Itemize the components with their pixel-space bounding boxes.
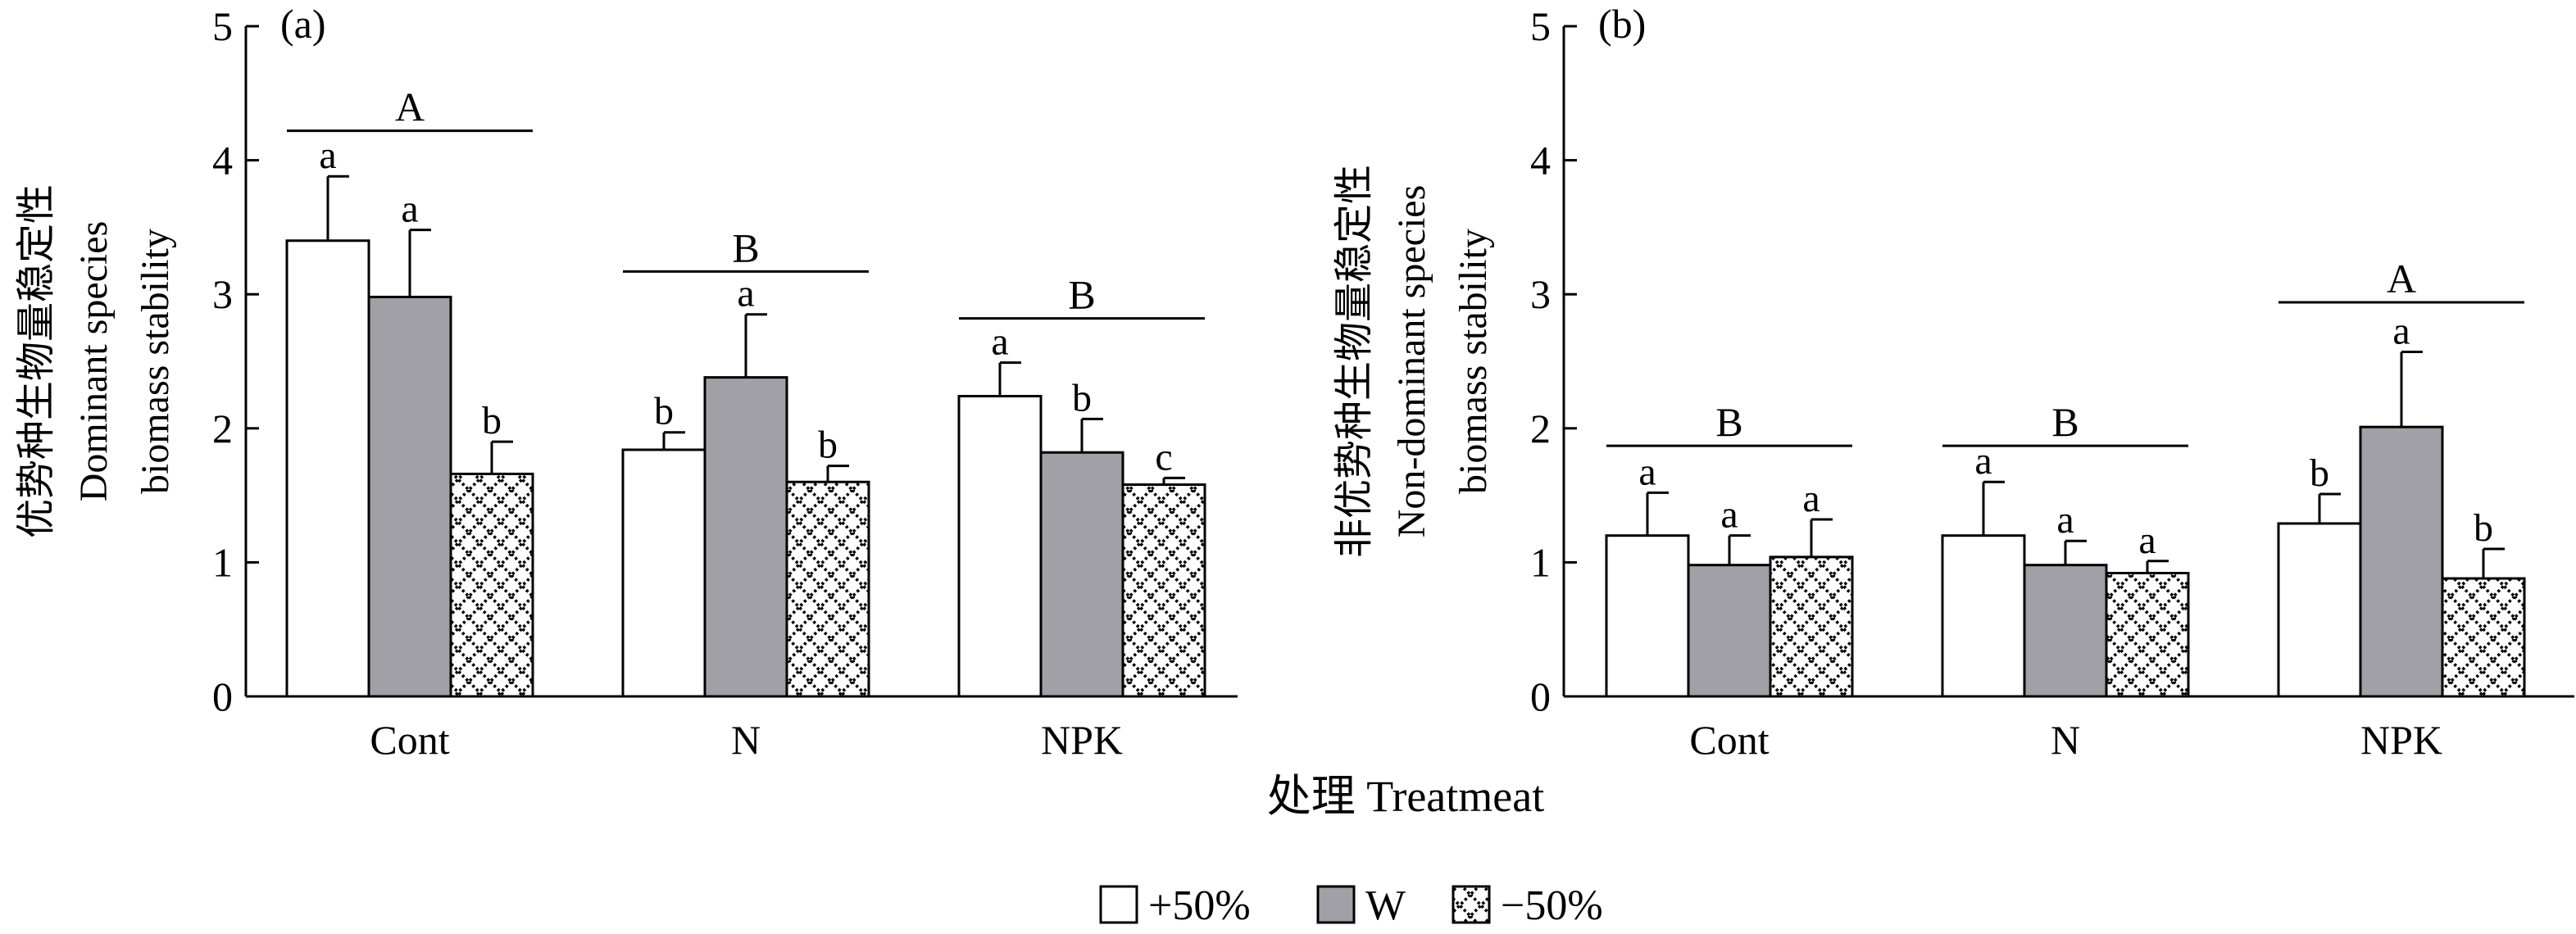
category-label-cont: Cont: [1689, 717, 1769, 763]
y-axis-label-en-line1: Dominant species: [72, 221, 116, 502]
significance-letter: b: [818, 424, 838, 467]
bar-plus50-npk: [957, 395, 1043, 698]
legend-label: W: [1365, 882, 1406, 929]
significance-letter: a: [991, 320, 1008, 364]
significance-letter: a: [1802, 477, 1820, 520]
bar-w-cont: [1687, 564, 1772, 698]
category-label-npk: NPK: [2360, 717, 2442, 763]
significance-letter: a: [2392, 310, 2410, 353]
bar-w-cont: [367, 295, 452, 698]
group-letter: B: [2051, 399, 2079, 445]
significance-letter: a: [1974, 439, 1992, 483]
significance-letter: a: [1638, 450, 1656, 493]
significance-letter: b: [2474, 506, 2493, 550]
y-tick-label: 3: [1530, 271, 1551, 317]
bar-minus50-cont: [449, 472, 534, 698]
x-axis-label: 处理 Treatmeat: [1267, 772, 1544, 821]
y-tick-label: 0: [1530, 673, 1551, 719]
category-label-n: N: [731, 717, 761, 763]
significance-letter: b: [1072, 376, 1092, 419]
significance-letter: b: [482, 399, 502, 442]
y-tick-label: 4: [1530, 138, 1551, 184]
significance-letter: b: [654, 390, 674, 433]
y-tick-label: 5: [1530, 3, 1551, 49]
significance-letter: c: [1155, 435, 1172, 478]
significance-letter: a: [2138, 519, 2156, 562]
y-tick-label: 2: [1530, 406, 1551, 451]
group-letter: B: [732, 224, 759, 270]
bar-plus50-n: [621, 448, 706, 698]
y-tick-label: 4: [212, 138, 233, 184]
group-letter: B: [1715, 399, 1742, 445]
bar-minus50-n: [785, 480, 870, 698]
panel-label: (a): [280, 1, 326, 47]
group-letter: A: [2387, 256, 2416, 302]
bar-plus50-npk: [2277, 522, 2362, 698]
y-axis-label-en-line1: Non-dominant species: [1390, 185, 1433, 538]
significance-letter: a: [401, 188, 418, 231]
legend: +50% W −50%: [1099, 882, 1603, 929]
bar-minus50-cont: [1769, 555, 1854, 698]
bar-minus50-n: [2105, 571, 2190, 698]
y-tick-label: 0: [212, 673, 233, 719]
bar-minus50-npk: [1121, 483, 1206, 698]
y-axis-label-zh: 优势种生物量稳定性: [15, 184, 58, 538]
group-letter: A: [395, 84, 425, 130]
y-tick-label: 1: [1530, 539, 1551, 585]
y-tick-label: 3: [212, 271, 233, 317]
bar-w-npk: [2359, 425, 2444, 698]
significance-letter: a: [1720, 493, 1738, 537]
significance-letter: a: [2056, 498, 2074, 542]
bar-w-n: [703, 376, 788, 698]
bar-w-n: [2023, 564, 2108, 698]
bar-plus50-cont: [1605, 534, 1690, 698]
panel-label: (b): [1598, 1, 1646, 47]
significance-letter: b: [2310, 451, 2329, 495]
category-label-npk: NPK: [1041, 717, 1123, 763]
y-axis-label-zh: 非优势种生物量稳定性: [1333, 165, 1376, 558]
y-axis-label-en-line2: biomass stability: [1452, 229, 1495, 494]
legend-swatch: [1316, 885, 1356, 924]
legend-label: +50%: [1148, 882, 1251, 929]
legend-swatch: [1452, 885, 1491, 924]
significance-letter: a: [319, 134, 336, 177]
group-letter: B: [1068, 272, 1095, 318]
y-tick-label: 1: [212, 539, 233, 585]
panel-a: 0 1 2 3 4 5 (a) 优势种生物量稳定性 Dominant species biomas…: [15, 1, 1238, 763]
y-tick-label: 2: [212, 406, 233, 451]
bar-plus50-cont: [285, 239, 370, 698]
category-label-cont: Cont: [370, 717, 449, 763]
significance-letter: a: [737, 272, 754, 315]
panel-b: 0 1 2 3 4 5 (b) 非优势种生物量稳定性 Non-dominant species b…: [1333, 1, 2574, 763]
category-label-n: N: [2051, 717, 2080, 763]
y-tick-label: 5: [212, 3, 233, 49]
bar-minus50-npk: [2441, 577, 2526, 698]
bar-w-npk: [1039, 451, 1124, 698]
legend-swatch: [1099, 885, 1138, 924]
legend-label: −50%: [1501, 882, 1603, 929]
y-axis-label-en-line2: biomass stability: [134, 229, 177, 494]
bar-plus50-n: [1941, 534, 2026, 698]
